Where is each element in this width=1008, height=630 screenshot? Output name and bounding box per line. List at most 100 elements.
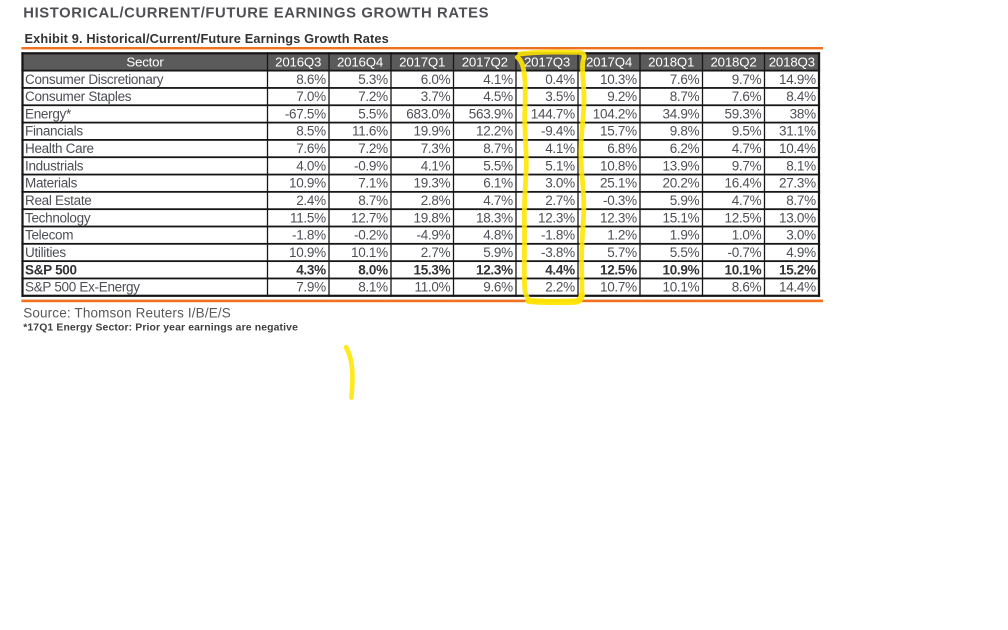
svg-text:15.2%: 15.2% bbox=[779, 262, 816, 277]
svg-text:Health Care: Health Care bbox=[25, 141, 94, 156]
svg-text:14.4%: 14.4% bbox=[779, 280, 816, 295]
svg-text:5.9%: 5.9% bbox=[670, 193, 700, 208]
svg-text:2017Q1: 2017Q1 bbox=[399, 55, 445, 70]
svg-text:Technology: Technology bbox=[25, 210, 91, 225]
svg-text:-4.9%: -4.9% bbox=[417, 228, 451, 243]
svg-text:1.9%: 1.9% bbox=[670, 228, 700, 243]
svg-text:10.1%: 10.1% bbox=[663, 280, 700, 295]
svg-text:-0.2%: -0.2% bbox=[354, 228, 388, 243]
svg-text:-0.3%: -0.3% bbox=[603, 193, 637, 208]
svg-text:2018Q2: 2018Q2 bbox=[710, 55, 756, 70]
svg-text:2.2%: 2.2% bbox=[545, 280, 575, 295]
svg-text:5.5%: 5.5% bbox=[483, 158, 513, 173]
svg-text:12.5%: 12.5% bbox=[600, 262, 637, 277]
svg-text:12.3%: 12.3% bbox=[476, 262, 513, 277]
svg-text:4.5%: 4.5% bbox=[483, 89, 513, 104]
svg-text:Financials: Financials bbox=[25, 124, 83, 139]
svg-text:16.4%: 16.4% bbox=[725, 176, 762, 191]
svg-text:-1.8%: -1.8% bbox=[541, 228, 575, 243]
svg-text:-1.8%: -1.8% bbox=[292, 228, 326, 243]
svg-text:10.9%: 10.9% bbox=[289, 176, 326, 191]
svg-text:104.2%: 104.2% bbox=[593, 106, 637, 121]
svg-text:7.0%: 7.0% bbox=[296, 89, 326, 104]
svg-text:7.6%: 7.6% bbox=[732, 89, 762, 104]
svg-text:15.1%: 15.1% bbox=[663, 210, 700, 225]
svg-text:10.3%: 10.3% bbox=[600, 72, 637, 87]
svg-text:18.3%: 18.3% bbox=[476, 210, 513, 225]
svg-text:10.7%: 10.7% bbox=[600, 280, 637, 295]
svg-text:4.1%: 4.1% bbox=[483, 72, 513, 87]
svg-text:25.1%: 25.1% bbox=[600, 176, 637, 191]
svg-text:10.9%: 10.9% bbox=[663, 262, 700, 277]
svg-text:12.3%: 12.3% bbox=[600, 210, 637, 225]
svg-text:31.1%: 31.1% bbox=[779, 124, 816, 139]
svg-text:3.0%: 3.0% bbox=[786, 228, 816, 243]
svg-text:20.2%: 20.2% bbox=[663, 176, 700, 191]
svg-text:8.1%: 8.1% bbox=[786, 158, 816, 173]
svg-text:34.9%: 34.9% bbox=[663, 106, 700, 121]
svg-text:2016Q3: 2016Q3 bbox=[275, 55, 321, 70]
svg-text:5.5%: 5.5% bbox=[670, 245, 700, 260]
svg-text:1.0%: 1.0% bbox=[732, 228, 762, 243]
svg-text:HISTORICAL/CURRENT/FUTURE EARN: HISTORICAL/CURRENT/FUTURE EARNINGS GROWT… bbox=[23, 6, 489, 22]
svg-text:2.8%: 2.8% bbox=[421, 193, 451, 208]
svg-text:8.1%: 8.1% bbox=[358, 280, 388, 295]
svg-text:9.5%: 9.5% bbox=[732, 124, 762, 139]
svg-text:Telecom: Telecom bbox=[25, 228, 73, 243]
svg-text:13.9%: 13.9% bbox=[663, 158, 700, 173]
svg-text:5.5%: 5.5% bbox=[358, 106, 388, 121]
svg-text:S&P 500 Ex-Energy: S&P 500 Ex-Energy bbox=[25, 280, 140, 295]
svg-text:0.4%: 0.4% bbox=[545, 72, 575, 87]
svg-text:13.0%: 13.0% bbox=[779, 210, 816, 225]
svg-text:19.3%: 19.3% bbox=[414, 176, 451, 191]
svg-text:2017Q2: 2017Q2 bbox=[462, 55, 508, 70]
svg-text:4.7%: 4.7% bbox=[732, 193, 762, 208]
svg-text:5.1%: 5.1% bbox=[545, 158, 575, 173]
svg-text:15.3%: 15.3% bbox=[414, 262, 451, 277]
svg-text:Industrials: Industrials bbox=[25, 158, 84, 173]
svg-text:59.3%: 59.3% bbox=[725, 106, 762, 121]
svg-text:2018Q3: 2018Q3 bbox=[769, 55, 815, 70]
svg-text:4.1%: 4.1% bbox=[421, 158, 451, 173]
svg-text:10.1%: 10.1% bbox=[725, 262, 762, 277]
svg-text:2017Q4: 2017Q4 bbox=[586, 55, 632, 70]
svg-text:2018Q1: 2018Q1 bbox=[648, 55, 694, 70]
svg-text:4.4%: 4.4% bbox=[545, 262, 575, 277]
svg-text:-0.9%: -0.9% bbox=[354, 158, 388, 173]
svg-text:Materials: Materials bbox=[25, 176, 78, 191]
svg-text:Energy*: Energy* bbox=[25, 106, 72, 121]
svg-text:10.1%: 10.1% bbox=[351, 245, 388, 260]
svg-text:9.7%: 9.7% bbox=[732, 72, 762, 87]
svg-text:7.2%: 7.2% bbox=[358, 141, 388, 156]
svg-text:-0.7%: -0.7% bbox=[728, 245, 762, 260]
svg-text:4.9%: 4.9% bbox=[786, 245, 816, 260]
svg-text:5.3%: 5.3% bbox=[358, 72, 388, 87]
svg-text:11.5%: 11.5% bbox=[290, 210, 326, 225]
svg-text:9.2%: 9.2% bbox=[607, 89, 637, 104]
svg-text:Consumer Staples: Consumer Staples bbox=[25, 89, 132, 104]
svg-text:Exhibit 9. Historical/Current/: Exhibit 9. Historical/Current/Future Ear… bbox=[25, 31, 389, 46]
svg-text:11.0%: 11.0% bbox=[415, 280, 451, 295]
svg-text:3.0%: 3.0% bbox=[545, 176, 575, 191]
svg-text:38%: 38% bbox=[790, 106, 816, 121]
svg-text:8.0%: 8.0% bbox=[358, 262, 388, 277]
svg-text:3.5%: 3.5% bbox=[545, 89, 575, 104]
svg-text:8.7%: 8.7% bbox=[358, 193, 388, 208]
svg-text:8.6%: 8.6% bbox=[296, 72, 326, 87]
svg-text:8.5%: 8.5% bbox=[296, 124, 326, 139]
svg-text:4.7%: 4.7% bbox=[483, 193, 513, 208]
svg-text:Utilities: Utilities bbox=[25, 245, 66, 260]
svg-text:19.8%: 19.8% bbox=[414, 210, 451, 225]
svg-text:-67.5%: -67.5% bbox=[285, 106, 326, 121]
svg-text:Sector: Sector bbox=[126, 55, 164, 70]
svg-text:7.3%: 7.3% bbox=[421, 141, 451, 156]
svg-text:4.0%: 4.0% bbox=[296, 158, 326, 173]
svg-text:9.8%: 9.8% bbox=[670, 124, 700, 139]
svg-text:*17Q1 Energy Sector: Prior yea: *17Q1 Energy Sector: Prior year earnings… bbox=[23, 322, 298, 333]
svg-text:2.7%: 2.7% bbox=[421, 245, 451, 260]
svg-text:7.9%: 7.9% bbox=[296, 280, 326, 295]
svg-text:7.6%: 7.6% bbox=[670, 72, 700, 87]
svg-text:19.9%: 19.9% bbox=[414, 124, 451, 139]
svg-text:4.1%: 4.1% bbox=[545, 141, 575, 156]
svg-text:4.3%: 4.3% bbox=[296, 262, 326, 277]
